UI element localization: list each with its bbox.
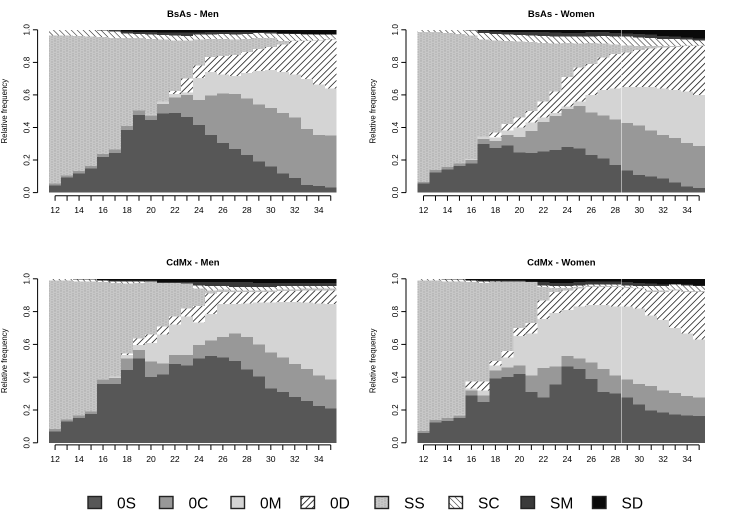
svg-text:30: 30 [634, 205, 644, 215]
svg-text:0.2: 0.2 [391, 404, 400, 416]
svg-text:24: 24 [194, 454, 204, 464]
svg-text:14: 14 [443, 205, 453, 215]
svg-text:CdMx - Men: CdMx - Men [166, 258, 220, 269]
svg-text:28: 28 [610, 454, 620, 464]
svg-text:0.6: 0.6 [391, 89, 400, 101]
svg-text:0.4: 0.4 [391, 371, 400, 383]
svg-text:18: 18 [491, 205, 501, 215]
svg-text:1.0: 1.0 [391, 24, 400, 36]
svg-text:16: 16 [98, 205, 108, 215]
svg-text:0.6: 0.6 [22, 89, 31, 101]
svg-text:0.2: 0.2 [391, 154, 400, 166]
svg-text:16: 16 [467, 205, 477, 215]
svg-text:20: 20 [146, 205, 156, 215]
svg-text:SC: SC [478, 495, 500, 512]
svg-text:24: 24 [563, 205, 573, 215]
svg-text:20: 20 [515, 205, 525, 215]
svg-text:0.4: 0.4 [391, 121, 400, 133]
svg-text:14: 14 [74, 454, 84, 464]
svg-text:18: 18 [122, 454, 132, 464]
svg-text:22: 22 [170, 205, 180, 215]
svg-text:1.0: 1.0 [391, 273, 400, 285]
svg-text:0.0: 0.0 [391, 437, 400, 449]
svg-text:24: 24 [563, 454, 573, 464]
svg-text:0.8: 0.8 [22, 305, 31, 317]
svg-text:BsAs - Men: BsAs - Men [167, 9, 219, 20]
svg-text:26: 26 [586, 205, 596, 215]
svg-text:26: 26 [218, 454, 228, 464]
svg-text:34: 34 [682, 454, 692, 464]
svg-text:1.0: 1.0 [22, 24, 31, 36]
svg-text:28: 28 [242, 454, 252, 464]
svg-text:0S: 0S [117, 495, 136, 512]
svg-text:32: 32 [658, 454, 668, 464]
svg-text:BsAs - Women: BsAs - Women [528, 9, 595, 20]
svg-text:34: 34 [314, 454, 324, 464]
svg-text:16: 16 [98, 454, 108, 464]
svg-text:0.8: 0.8 [391, 305, 400, 317]
svg-text:22: 22 [539, 454, 549, 464]
svg-text:Relative frequency: Relative frequency [369, 79, 378, 144]
svg-text:32: 32 [658, 205, 668, 215]
svg-text:Relative frequency: Relative frequency [0, 79, 9, 144]
svg-text:SM: SM [550, 495, 573, 512]
svg-text:28: 28 [610, 205, 620, 215]
svg-text:SS: SS [404, 495, 425, 512]
svg-text:30: 30 [266, 205, 276, 215]
svg-text:0.8: 0.8 [22, 56, 31, 68]
svg-text:22: 22 [170, 454, 180, 464]
svg-text:0M: 0M [260, 495, 282, 512]
svg-text:0.8: 0.8 [391, 56, 400, 68]
svg-text:Relative frequency: Relative frequency [369, 328, 378, 393]
svg-text:22: 22 [539, 205, 549, 215]
svg-text:0.0: 0.0 [22, 186, 31, 198]
svg-text:14: 14 [74, 205, 84, 215]
svg-text:16: 16 [467, 454, 477, 464]
svg-text:CdMx - Women: CdMx - Women [527, 258, 596, 269]
svg-text:20: 20 [146, 454, 156, 464]
svg-text:26: 26 [218, 205, 228, 215]
svg-text:0.6: 0.6 [391, 338, 400, 350]
svg-text:28: 28 [242, 205, 252, 215]
svg-text:SD: SD [622, 495, 644, 512]
svg-text:34: 34 [682, 205, 692, 215]
svg-text:20: 20 [515, 454, 525, 464]
svg-text:12: 12 [50, 205, 60, 215]
svg-text:24: 24 [194, 205, 204, 215]
svg-text:14: 14 [443, 454, 453, 464]
svg-text:32: 32 [290, 205, 300, 215]
svg-text:34: 34 [314, 205, 324, 215]
svg-text:26: 26 [586, 454, 596, 464]
svg-text:1.0: 1.0 [22, 273, 31, 285]
svg-text:Relative frequency: Relative frequency [0, 328, 9, 393]
svg-text:0.2: 0.2 [22, 404, 31, 416]
svg-text:12: 12 [419, 454, 429, 464]
svg-text:0.0: 0.0 [22, 437, 31, 449]
svg-text:0.4: 0.4 [22, 121, 31, 133]
svg-text:0.2: 0.2 [22, 154, 31, 166]
svg-text:0.0: 0.0 [391, 186, 400, 198]
svg-text:12: 12 [419, 205, 429, 215]
svg-text:18: 18 [122, 205, 132, 215]
svg-text:32: 32 [290, 454, 300, 464]
svg-text:0C: 0C [189, 495, 209, 512]
svg-text:12: 12 [50, 454, 60, 464]
svg-text:0.6: 0.6 [22, 338, 31, 350]
svg-text:0D: 0D [330, 495, 350, 512]
svg-text:18: 18 [491, 454, 501, 464]
svg-text:0.4: 0.4 [22, 371, 31, 383]
svg-text:30: 30 [266, 454, 276, 464]
svg-text:30: 30 [634, 454, 644, 464]
